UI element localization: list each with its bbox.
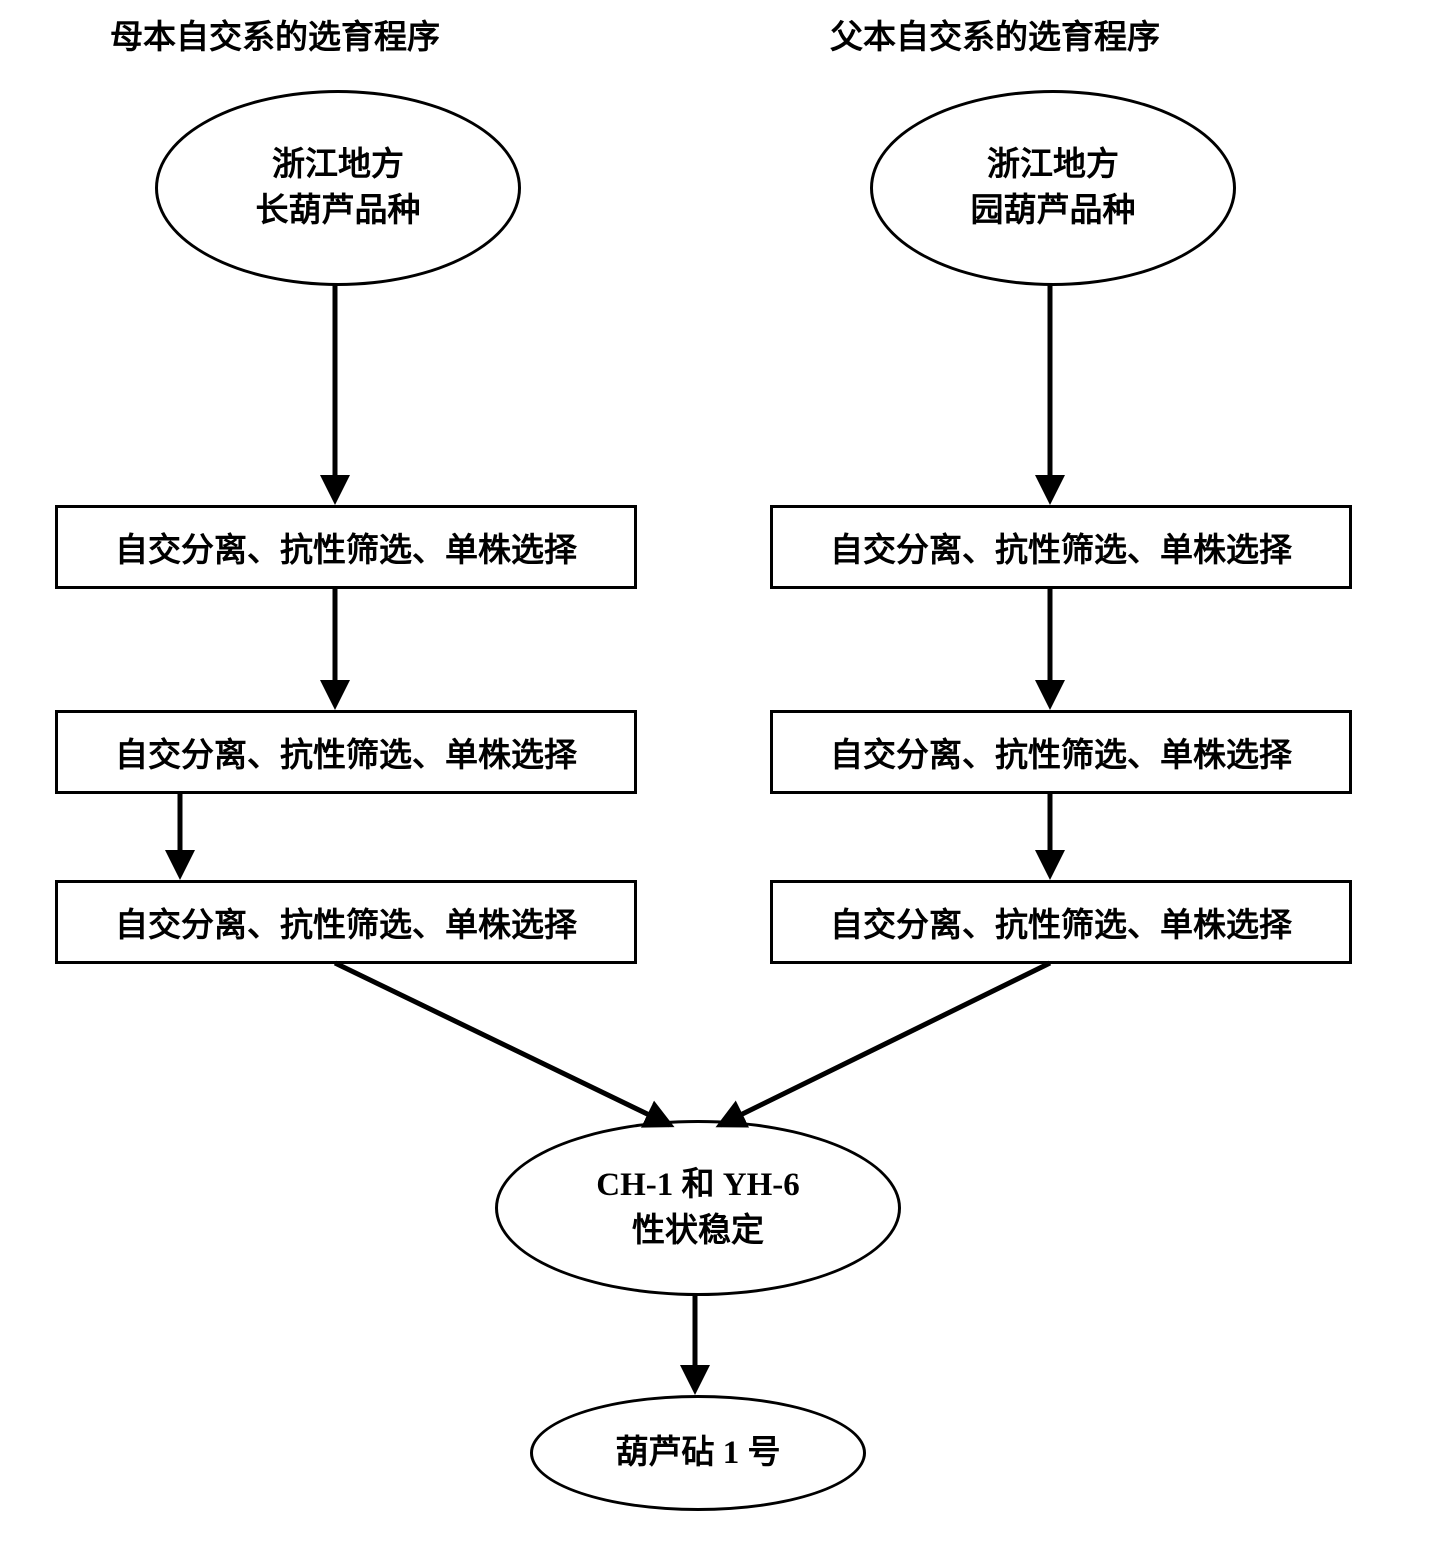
ellipse-top-right-line2: 园葫芦品种 — [971, 188, 1136, 234]
ellipse-top-right-line1: 浙江地方 — [987, 142, 1119, 188]
rect-right-1: 自交分离、抗性筛选、单株选择 — [770, 505, 1352, 589]
header-right: 父本自交系的选育程序 — [830, 10, 1160, 58]
ellipse-middle: CH-1 和 YH-6 性状稳定 — [495, 1120, 901, 1296]
ellipse-middle-line2: 性状稳定 — [632, 1208, 764, 1254]
rect-right-3: 自交分离、抗性筛选、单株选择 — [770, 880, 1352, 964]
rect-right-2: 自交分离、抗性筛选、单株选择 — [770, 710, 1352, 794]
rect-left-2: 自交分离、抗性筛选、单株选择 — [55, 710, 637, 794]
flowchart-canvas: 母本自交系的选育程序 父本自交系的选育程序 浙江地方 长葫芦品种 浙江地方 园葫… — [0, 0, 1447, 1563]
rect-left-3: 自交分离、抗性筛选、单株选择 — [55, 880, 637, 964]
ellipse-top-left-line2: 长葫芦品种 — [256, 188, 421, 234]
ellipse-top-left: 浙江地方 长葫芦品种 — [155, 90, 521, 286]
rect-left-1: 自交分离、抗性筛选、单株选择 — [55, 505, 637, 589]
ellipse-top-left-line1: 浙江地方 — [272, 142, 404, 188]
ellipse-middle-line1: CH-1 和 YH-6 — [596, 1162, 799, 1208]
ellipse-bottom: 葫芦砧 1 号 — [530, 1395, 866, 1511]
header-left: 母本自交系的选育程序 — [110, 10, 440, 58]
ellipse-top-right: 浙江地方 园葫芦品种 — [870, 90, 1236, 286]
